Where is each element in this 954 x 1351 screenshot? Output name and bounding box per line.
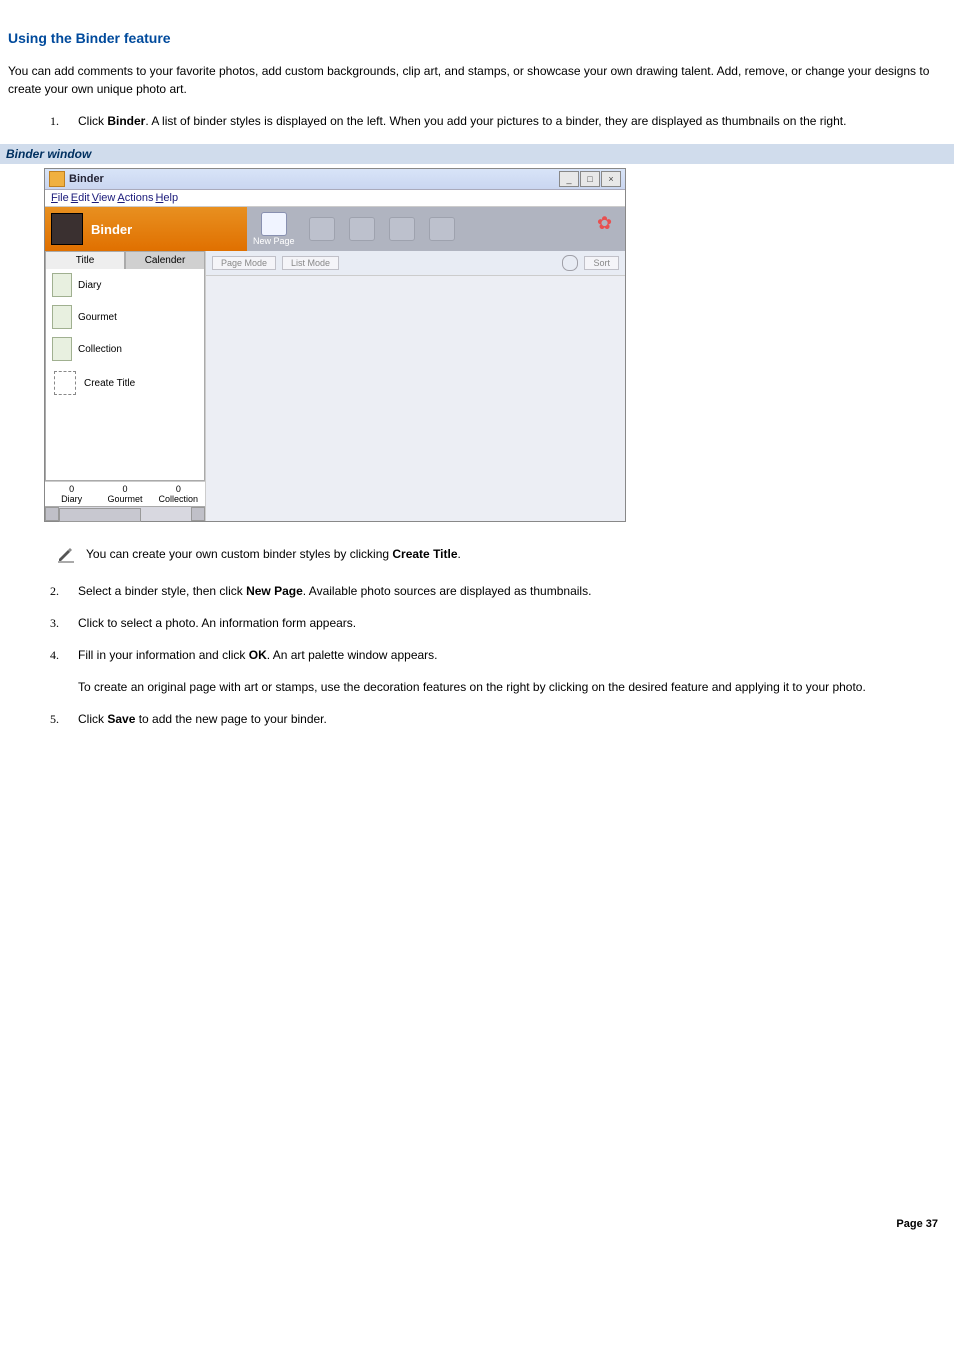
style-item-diary[interactable]: Diary xyxy=(46,269,204,301)
style-thumb-icon xyxy=(52,305,72,329)
note-post: . xyxy=(458,547,461,561)
step-4-pre: Fill in your information and click xyxy=(78,648,249,662)
style-item-collection[interactable]: Collection xyxy=(46,333,204,365)
magnify-icon[interactable] xyxy=(562,255,578,271)
step-4: Fill in your information and click OK. A… xyxy=(78,646,946,696)
step-1-bold: Binder xyxy=(107,114,145,128)
minimize-button[interactable]: _ xyxy=(559,171,579,187)
style-label: Gourmet xyxy=(78,312,117,323)
sidebar-tabs: Title Calender xyxy=(45,251,205,269)
step-5-pre: Click xyxy=(78,712,107,726)
scrollbar-thumb[interactable] xyxy=(59,508,141,522)
toolbar-icon-5 xyxy=(429,217,455,241)
list-mode-button[interactable]: List Mode xyxy=(282,256,339,270)
toolbar-button-4[interactable] xyxy=(389,217,415,241)
style-item-gourmet[interactable]: Gourmet xyxy=(46,301,204,333)
binder-logo-icon xyxy=(51,213,83,245)
content-canvas xyxy=(206,276,625,521)
menu-file[interactable]: File xyxy=(51,192,69,204)
step-1-pre: Click xyxy=(78,114,107,128)
step-1-post: . A list of binder styles is displayed o… xyxy=(145,114,846,128)
intro-paragraph: You can add comments to your favorite ph… xyxy=(8,62,946,98)
toolbar-title: Binder xyxy=(91,222,132,237)
new-page-button[interactable]: New Page xyxy=(253,212,295,246)
window-title: Binder xyxy=(69,173,559,185)
menu-edit[interactable]: Edit xyxy=(71,192,90,204)
step-2-post: . Available photo sources are displayed … xyxy=(303,584,592,598)
count-label: Collection xyxy=(159,494,199,504)
toolbar-icon-3 xyxy=(349,217,375,241)
style-list: Diary Gourmet Collection Create Tit xyxy=(45,269,205,481)
count-label: Gourmet xyxy=(107,494,142,504)
tab-calendar[interactable]: Calender xyxy=(125,251,205,269)
menu-actions[interactable]: Actions xyxy=(117,192,153,204)
mode-bar: Page Mode List Mode Sort xyxy=(206,251,625,276)
note-pre: You can create your own custom binder st… xyxy=(86,547,392,561)
close-button[interactable]: × xyxy=(601,171,621,187)
screenshot-caption: Binder window xyxy=(0,144,954,164)
note-bold: Create Title xyxy=(392,547,457,561)
step-3: Click to select a photo. An information … xyxy=(78,614,946,632)
toolbar-icon-2 xyxy=(309,217,335,241)
step-4-post: . An art palette window appears. xyxy=(267,648,438,662)
style-thumb-icon xyxy=(52,273,72,297)
count-label: Diary xyxy=(61,494,82,504)
window-body: Title Calender Diary Gourmet xyxy=(45,251,625,521)
step-2-bold: New Page xyxy=(246,584,303,598)
page-number: Page 37 xyxy=(8,1212,946,1244)
style-thumb-icon xyxy=(52,337,72,361)
binder-window: Binder _ □ × File Edit View Actions Help xyxy=(44,168,626,522)
content-area: Page Mode List Mode Sort xyxy=(206,251,625,521)
pencil-note-icon xyxy=(56,544,76,564)
count-n: 0 xyxy=(98,484,151,494)
toolbar-button-2[interactable] xyxy=(309,217,335,241)
new-page-label: New Page xyxy=(253,236,295,246)
create-title-icon xyxy=(54,371,76,395)
toolbar-button-3[interactable] xyxy=(349,217,375,241)
tab-title[interactable]: Title xyxy=(45,251,125,269)
sidebar-scrollbar[interactable] xyxy=(45,506,205,521)
count-collection: 0Collection xyxy=(152,482,205,506)
step-5: Click Save to add the new page to your b… xyxy=(78,710,946,728)
count-diary: 0Diary xyxy=(45,482,98,506)
toolbar-left: Binder xyxy=(45,207,247,251)
screenshot-container: Binder _ □ × File Edit View Actions Help xyxy=(44,168,946,522)
menu-bar: File Edit View Actions Help xyxy=(45,190,625,207)
style-label: Diary xyxy=(78,280,101,291)
step-2-pre: Select a binder style, then click xyxy=(78,584,246,598)
count-n: 0 xyxy=(152,484,205,494)
toolbar-right: New Page ✿ xyxy=(247,207,625,251)
app-toolbar: Binder New Page ✿ xyxy=(45,207,625,251)
menu-view[interactable]: View xyxy=(92,192,116,204)
step-1: Click Binder. A list of binder styles is… xyxy=(78,112,946,130)
count-gourmet: 0Gourmet xyxy=(98,482,151,506)
style-label: Collection xyxy=(78,344,122,355)
create-title-button[interactable]: Create Title xyxy=(46,365,204,401)
maximize-button[interactable]: □ xyxy=(580,171,600,187)
toolbar-icon-4 xyxy=(389,217,415,241)
step-4-extra: To create an original page with art or s… xyxy=(78,678,946,696)
sidebar: Title Calender Diary Gourmet xyxy=(45,251,206,521)
app-icon xyxy=(49,171,65,187)
decoration-icon[interactable]: ✿ xyxy=(597,213,617,233)
new-page-icon xyxy=(261,212,287,236)
toolbar-button-5[interactable] xyxy=(429,217,455,241)
window-titlebar: Binder _ □ × xyxy=(45,169,625,190)
step-5-bold: Save xyxy=(107,712,135,726)
step-5-post: to add the new page to your binder. xyxy=(135,712,326,726)
sort-button[interactable]: Sort xyxy=(584,256,619,270)
step-2: Select a binder style, then click New Pa… xyxy=(78,582,946,600)
step-4-bold: OK xyxy=(249,648,267,662)
section-heading: Using the Binder feature xyxy=(8,30,946,46)
style-counts: 0Diary 0Gourmet 0Collection xyxy=(45,481,205,506)
count-n: 0 xyxy=(45,484,98,494)
menu-help[interactable]: Help xyxy=(155,192,178,204)
page-mode-button[interactable]: Page Mode xyxy=(212,256,276,270)
note-line: You can create your own custom binder st… xyxy=(56,544,946,564)
create-title-label: Create Title xyxy=(84,378,135,389)
